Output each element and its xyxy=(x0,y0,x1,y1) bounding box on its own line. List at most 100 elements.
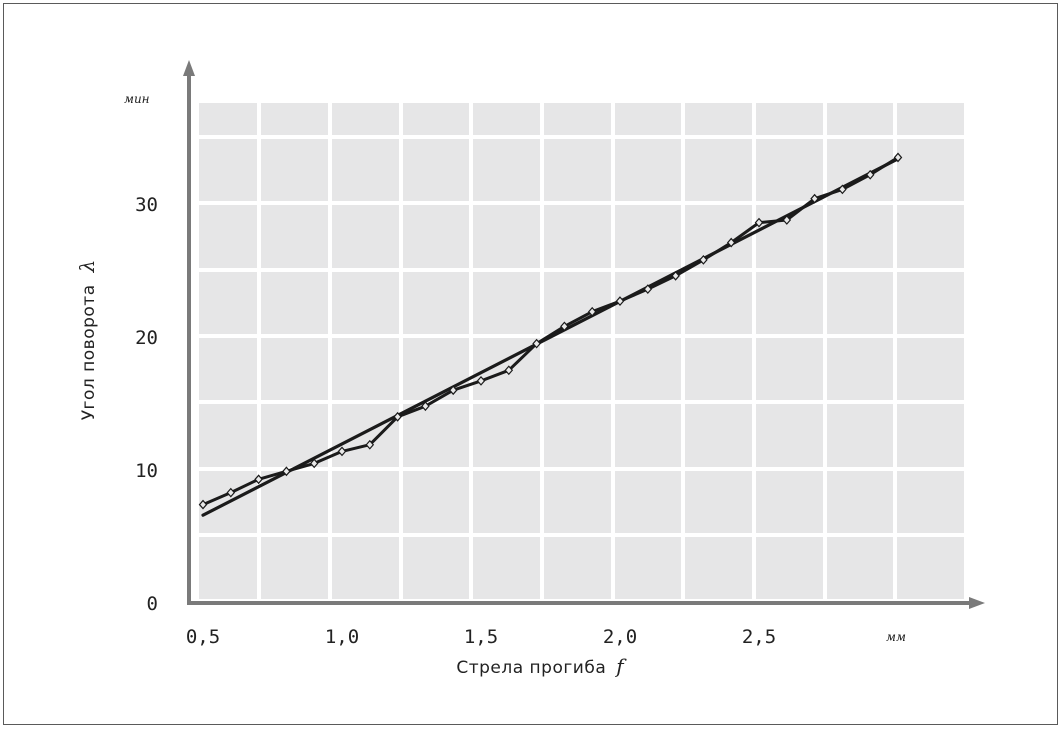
data-point-marker xyxy=(393,411,402,422)
grid-cell xyxy=(897,338,964,400)
x-axis-arrow xyxy=(969,597,985,609)
grid-cell xyxy=(473,272,540,334)
grid-cell xyxy=(199,103,257,135)
grid-cell xyxy=(403,471,469,533)
data-point-marker xyxy=(448,385,458,396)
grid-cell xyxy=(199,139,257,201)
grid-cell xyxy=(199,205,257,268)
grid-cell xyxy=(615,139,681,201)
grid-cell xyxy=(685,103,752,135)
grid-cell xyxy=(897,471,964,533)
grid-cell xyxy=(544,537,611,599)
grid-cell xyxy=(544,471,611,533)
grid-cell xyxy=(403,139,469,201)
grid-cell xyxy=(473,205,540,268)
data-point-marker xyxy=(198,499,208,510)
grid-cell xyxy=(827,537,893,599)
grid-cell xyxy=(827,272,893,334)
data-point-marker xyxy=(421,401,430,412)
data-point-marker xyxy=(476,375,486,386)
data-point-marker xyxy=(504,365,514,376)
grid-cell xyxy=(615,338,681,400)
grid-cell xyxy=(615,537,681,599)
series-layer xyxy=(198,152,903,517)
grid-cell xyxy=(615,404,681,467)
grid-cell xyxy=(261,205,328,268)
x-tick-label: 1,0 xyxy=(325,626,359,648)
grid-cell xyxy=(403,404,469,467)
grid-cell xyxy=(615,205,681,268)
y-axis-title: Угол поворота λ xyxy=(75,260,99,421)
grid-cell xyxy=(827,471,893,533)
grid-cell xyxy=(897,103,964,135)
grid-cell xyxy=(473,139,540,201)
x-axis-title-text: Стрела прогиба xyxy=(456,658,606,678)
plot-grid xyxy=(199,103,964,599)
data-point-marker xyxy=(615,296,625,307)
grid-cell xyxy=(756,338,823,400)
data-point-marker xyxy=(587,306,597,317)
grid-cell xyxy=(403,537,469,599)
y-tick-label: 30 xyxy=(135,194,158,216)
data-point-marker xyxy=(671,270,680,281)
grid-cell xyxy=(756,139,823,201)
y-tick-label: 20 xyxy=(135,327,158,349)
grid-cell xyxy=(332,404,399,467)
grid-cell xyxy=(473,471,540,533)
grid-cell xyxy=(199,272,257,334)
y-axis-arrow xyxy=(183,60,195,76)
grid-cell xyxy=(827,103,893,135)
grid-cell xyxy=(544,205,611,268)
data-point-marker xyxy=(699,254,708,265)
grid-cell xyxy=(544,139,611,201)
grid-cell xyxy=(756,537,823,599)
y-tick-label: 0 xyxy=(147,593,158,615)
grid-cell xyxy=(261,139,328,201)
data-point-marker xyxy=(810,193,819,204)
data-point-marker xyxy=(365,439,375,450)
grid-cell xyxy=(827,205,893,268)
tick-labels: 0,5 1,0 1,5 2,0 2,5 0 10 20 30 xyxy=(135,194,776,648)
x-tick-label: 2,5 xyxy=(742,626,776,648)
grid-cell xyxy=(897,404,964,467)
fit-line xyxy=(201,157,900,517)
y-tick-label: 10 xyxy=(135,460,158,482)
grid-cell xyxy=(473,404,540,467)
grid-cell xyxy=(544,103,611,135)
data-point-marker xyxy=(838,184,847,195)
axes xyxy=(183,60,985,609)
grid-cell xyxy=(332,205,399,268)
data-point-marker xyxy=(282,466,291,477)
data-point-marker xyxy=(782,215,792,225)
data-point-marker xyxy=(726,237,736,248)
grid-cell xyxy=(332,338,399,400)
data-point-marker xyxy=(532,338,541,349)
data-point-marker xyxy=(226,487,236,498)
grid-cell xyxy=(827,338,893,400)
data-point-marker xyxy=(754,217,764,228)
grid-cell xyxy=(332,139,399,201)
grid-cell xyxy=(756,404,823,467)
grid-cell xyxy=(199,338,257,400)
grid-cell xyxy=(332,537,399,599)
data-point-marker xyxy=(560,321,569,332)
x-tick-label: 2,0 xyxy=(603,626,637,648)
grid-cell xyxy=(261,537,328,599)
y-axis-symbol: λ xyxy=(75,260,99,274)
x-axis-symbol: f xyxy=(614,654,627,678)
grid-cell xyxy=(756,272,823,334)
grid-cell xyxy=(261,338,328,400)
grid-cell xyxy=(473,537,540,599)
x-axis-title: Стрела прогиба f xyxy=(456,654,627,678)
data-point-marker xyxy=(254,474,263,485)
grid-cell xyxy=(827,404,893,467)
grid-cell xyxy=(685,338,752,400)
data-point-marker xyxy=(643,284,653,295)
grid-cell xyxy=(897,537,964,599)
measured-line xyxy=(202,156,899,506)
grid-cell xyxy=(615,272,681,334)
svg-text:Угол поворота λ: Угол поворота λ xyxy=(75,260,99,421)
grid-cell xyxy=(332,103,399,135)
grid-cell xyxy=(403,272,469,334)
